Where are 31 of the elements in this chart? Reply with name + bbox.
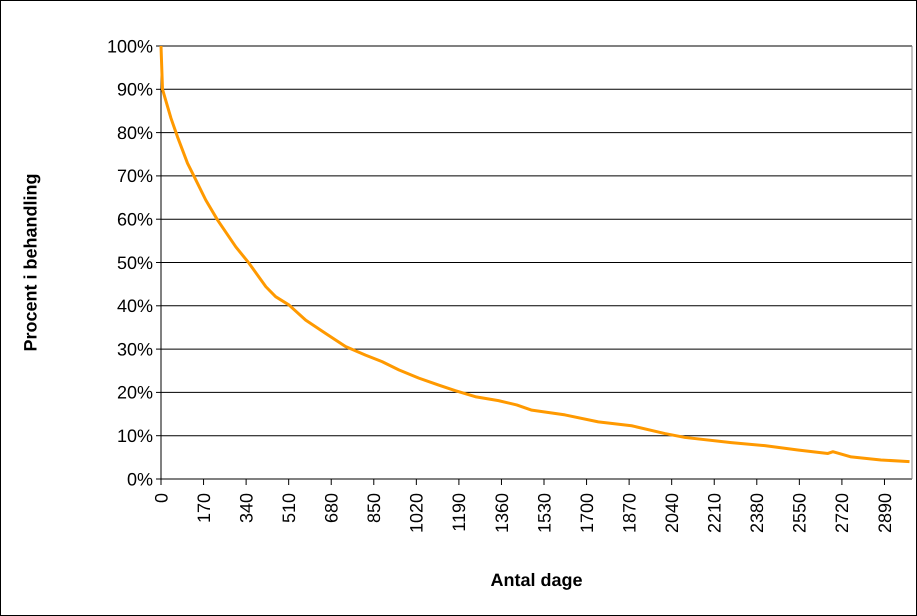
y-tick-label: 20% [116, 382, 153, 403]
x-tick-label: 2380 [747, 493, 768, 534]
x-tick-label: 1870 [619, 493, 640, 534]
y-tick-label: 80% [116, 122, 153, 143]
x-tick-label: 2890 [874, 493, 895, 534]
y-tick-label: 70% [116, 166, 153, 186]
x-tick-label: 2720 [832, 493, 852, 534]
x-tick-label: 2210 [704, 493, 725, 534]
y-tick-label: 90% [116, 80, 153, 100]
y-tick-label: 0% [126, 469, 153, 490]
x-tick-label: 1700 [576, 493, 597, 534]
x-tick-label: 850 [364, 493, 384, 524]
x-tick-label: 680 [322, 493, 342, 524]
y-tick-label: 50% [116, 252, 153, 273]
y-tick-label: 30% [116, 339, 153, 360]
x-tick-label: 0 [151, 493, 172, 504]
y-tick-label: 60% [116, 210, 153, 230]
x-tick-label: 1530 [534, 493, 554, 534]
y-tick-label: 100% [106, 36, 153, 56]
x-tick-label: 340 [236, 493, 256, 524]
x-tick-label: 1190 [449, 493, 470, 532]
y-axis-title: Procent i behandling [20, 173, 40, 352]
x-tick-label: 510 [278, 493, 299, 524]
x-tick-label: 2040 [662, 493, 682, 534]
y-tick-label: 10% [116, 426, 153, 446]
y-tick-label: 40% [116, 296, 153, 316]
x-tick-label: 170 [194, 493, 214, 524]
x-tick-label: 1020 [406, 493, 427, 534]
x-tick-label: 1360 [492, 493, 512, 534]
x-axis-title: Antal dage [490, 570, 583, 590]
x-tick-label: 2550 [790, 493, 810, 534]
